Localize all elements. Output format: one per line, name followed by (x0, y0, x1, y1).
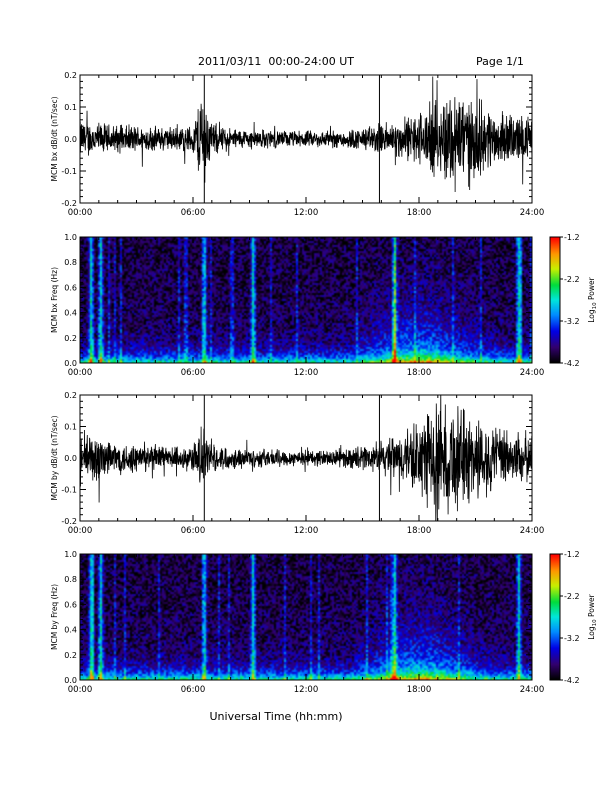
colorbar-label: Log10 Power (587, 276, 598, 322)
colorbar-tick-label: -2.2 (564, 275, 580, 284)
dbdt-trace (80, 395, 532, 521)
colorbar-gradient (550, 554, 560, 680)
colorbar-by: -1.2 -2.2 -3.2 -4.2 Log10 Power (549, 550, 598, 685)
x-tick-label: 06:00 (181, 526, 206, 536)
x-tick-label: 18:00 (407, 368, 432, 378)
y-axis-label: MCM by Freq (Hz) (50, 584, 59, 650)
y-tick-label: -0.2 (61, 517, 77, 526)
y-tick-label: 0.6 (64, 600, 77, 609)
colorbar-tick-label: -1.2 (564, 233, 580, 242)
y-tick-label: 0.8 (64, 258, 77, 267)
colorbar-frame (549, 236, 561, 364)
x-tick-label: 06:00 (181, 368, 206, 378)
y-tick-label: 0.2 (64, 334, 77, 343)
colorbar-gradient (550, 237, 560, 363)
x-tick-label: 12:00 (294, 208, 319, 218)
dbdt-trace (80, 76, 532, 193)
y-tick-label: 0.2 (64, 651, 77, 660)
x-tick-label: 00:00 (68, 208, 93, 218)
y-tick-label: 0.2 (64, 71, 77, 80)
y-axis-label: MCM bx Freq (Hz) (50, 267, 59, 333)
x-tick-label: 06:00 (181, 685, 206, 695)
colorbar-label-tail: Power (587, 276, 596, 302)
x-tick-label: 18:00 (407, 208, 432, 218)
colorbar-label-sub: 10 (592, 302, 598, 309)
x-axis-title: Universal Time (hh:mm) (210, 710, 343, 723)
colorbar-tick-label: -4.2 (564, 676, 580, 685)
x-tick-label: 06:00 (181, 208, 206, 218)
y-tick-label: 1.0 (64, 550, 77, 559)
by-spectrogram-image (80, 554, 532, 680)
colorbar-tick-label: -3.2 (564, 317, 580, 326)
page-number: Page 1/1 (476, 55, 524, 68)
y-tick-label: 0.8 (64, 575, 77, 584)
x-tick-label: 24:00 (520, 685, 545, 695)
y-tick-label: 0.4 (64, 626, 77, 635)
colorbar-label-sub: 10 (592, 619, 598, 626)
x-tick-label: 12:00 (294, 685, 319, 695)
y-tick-label: 0.0 (64, 676, 77, 685)
y-tick-label: 0.2 (64, 391, 77, 400)
y-tick-label: -0.2 (61, 199, 77, 208)
y-tick-label: 0.1 (64, 423, 77, 432)
colorbar-label-tail: Power (587, 593, 596, 619)
bx-spectrogram-panel: 00:00 06:00 12:00 18:00 24:00 1.0 0.8 0.6 0.4 0.2… (50, 233, 544, 378)
y-tick-label: -0.1 (61, 486, 77, 495)
by-dbdt-panel: 00:00 06:00 12:00 18:00 24:00 0.2 0.1 0.0 -0.1 -0… (50, 391, 545, 536)
y-axis-label: MCM by dB/dt (nT/sec) (50, 415, 59, 500)
colorbar-tick-label: -2.2 (564, 592, 580, 601)
by-spectrogram-panel: 00:00 06:00 12:00 18:00 24:00 1.0 0.8 0.6 0.4 0.2… (50, 550, 544, 695)
y-tick-label: 1.0 (64, 233, 77, 242)
y-tick-label: 0.1 (64, 103, 77, 112)
x-tick-label: 24:00 (520, 368, 545, 378)
x-tick-label: 00:00 (68, 526, 93, 536)
y-tick-label: -0.1 (61, 167, 77, 176)
colorbar-label: Log10 Power (587, 593, 598, 639)
x-tick-label: 12:00 (294, 368, 319, 378)
y-tick-label: 0.0 (64, 454, 77, 463)
y-tick-label: 0.0 (64, 135, 77, 144)
y-tick-label: 0.0 (64, 359, 77, 368)
x-tick-label: 24:00 (520, 208, 545, 218)
x-tick-label: 00:00 (68, 368, 93, 378)
colorbar-frame (549, 553, 561, 681)
x-tick-label: 00:00 (68, 685, 93, 695)
colorbar-tick-label: -1.2 (564, 550, 580, 559)
colorbar-label-main: Log (587, 309, 596, 323)
y-tick-label: 0.4 (64, 309, 77, 318)
y-axis-label: MCM bx dB/dt (nT/sec) (50, 96, 59, 181)
colorbar-tick-label: -3.2 (564, 634, 580, 643)
y-tick-label: 0.6 (64, 283, 77, 292)
bx-dbdt-panel: 00:00 06:00 12:00 18:00 24:00 0.2 0.1 0.0 -0.1 -0… (50, 71, 544, 218)
x-tick-label: 12:00 (294, 526, 319, 536)
colorbar-label-main: Log (587, 626, 596, 640)
page-title: 2011/03/11 00:00-24:00 UT (198, 55, 354, 68)
bx-spectrogram-image (80, 237, 532, 363)
x-tick-label: 18:00 (407, 526, 432, 536)
colorbar-tick-label: -4.2 (564, 359, 580, 368)
colorbar-bx: -1.2 -2.2 -3.2 -4.2 Log10 Power (549, 233, 598, 368)
x-tick-label: 24:00 (520, 526, 545, 536)
x-tick-label: 18:00 (407, 685, 432, 695)
